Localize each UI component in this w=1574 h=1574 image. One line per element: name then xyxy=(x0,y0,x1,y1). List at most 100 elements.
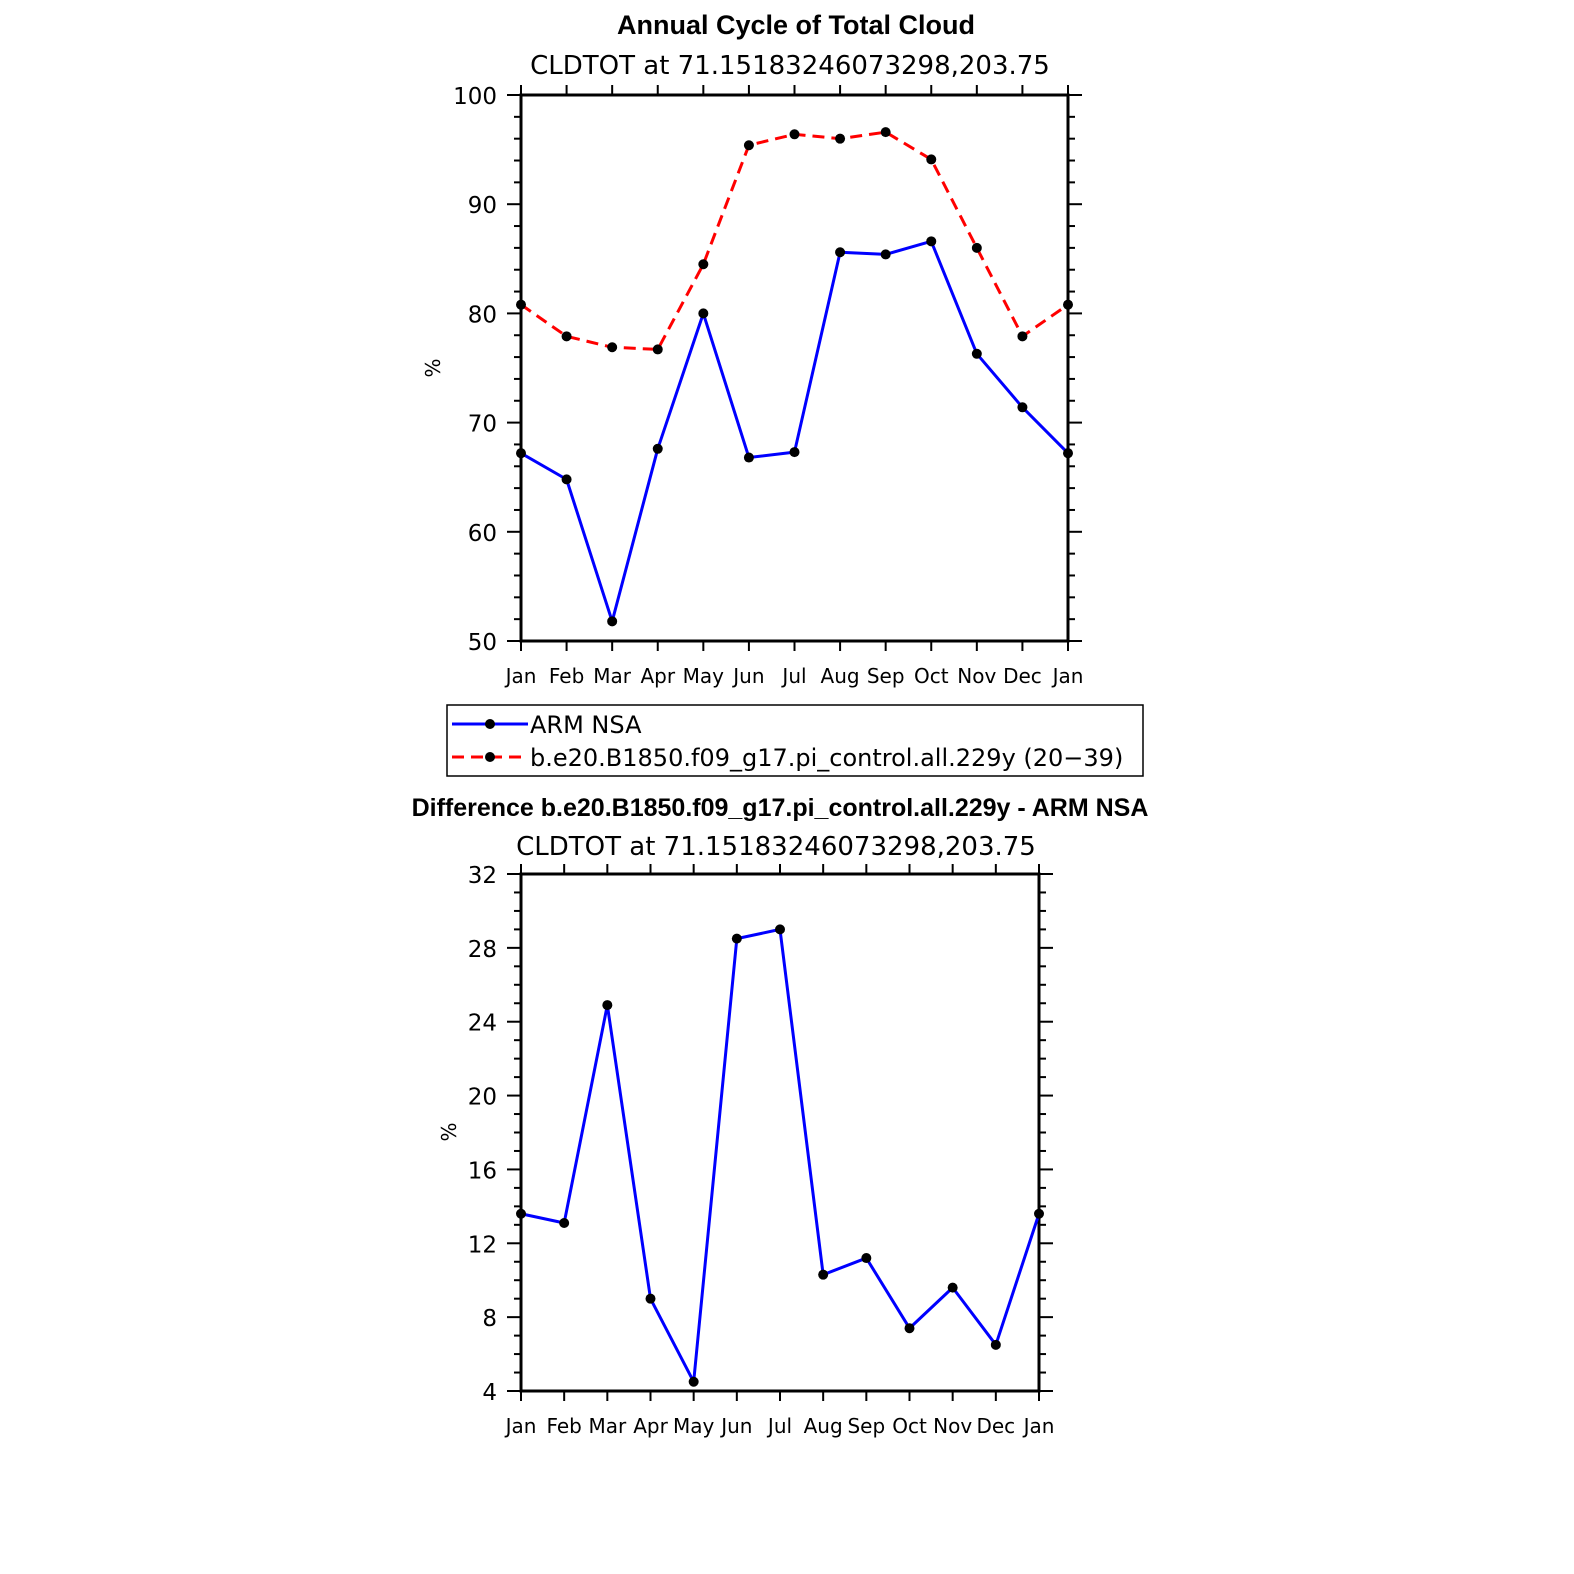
chart2-title: Difference b.e20.B1850.f09_g17.pi_contro… xyxy=(412,794,1149,822)
chart2-xtick-label: Dec xyxy=(976,1414,1015,1438)
chart1-xtick-label: Jan xyxy=(504,664,537,688)
chart1-xtick-label: Mar xyxy=(593,664,632,688)
annual-cycle-chart: Annual Cycle of Total Cloud CLDTOT at 71… xyxy=(421,10,1144,777)
chart1-series-1-point xyxy=(1017,331,1028,342)
chart1-series-0-point xyxy=(652,443,663,454)
chart2-ytick-label: 24 xyxy=(468,1011,497,1037)
chart1-xtick-label: Apr xyxy=(640,664,675,688)
chart1-series xyxy=(516,127,1073,627)
chart2-ytick-label: 8 xyxy=(482,1306,497,1332)
chart1-axes: Jan Feb Mar Apr May Jun Jul Aug Sep Oct Nov Dec Jan 5… xyxy=(453,84,1083,688)
chart1-series-1-point xyxy=(607,342,618,353)
chart1-series-0-point xyxy=(880,249,891,260)
chart2-xtick-label: Feb xyxy=(546,1414,581,1438)
chart1-ytick-label: 60 xyxy=(468,521,497,547)
chart2-xtick-label: Sep xyxy=(847,1414,885,1438)
chart1-ytick-label: 100 xyxy=(453,84,497,110)
chart1-series-0-point xyxy=(1063,448,1073,459)
chart2-series-0-point xyxy=(688,1376,699,1387)
chart2-xtick-label: Jan xyxy=(504,1414,537,1438)
chart2-series-0-point xyxy=(602,1000,613,1011)
chart2-series-0-point xyxy=(861,1253,872,1264)
chart1-xtick-label: Jul xyxy=(780,664,806,688)
chart1-series-0-point xyxy=(516,448,526,459)
chart1-series-1-point xyxy=(971,242,982,253)
chart2-series xyxy=(516,924,1044,1387)
chart1-series-0-point xyxy=(971,348,982,359)
chart2-xtick-label: Mar xyxy=(588,1414,627,1438)
chart2-xtick-label: Apr xyxy=(633,1414,668,1438)
chart1-xtick-label: Sep xyxy=(867,664,905,688)
chart1-series-0-point xyxy=(835,247,846,258)
chart1-series-1-point xyxy=(835,133,846,144)
chart1-series-0-point xyxy=(698,308,709,319)
chart1-series-1-point xyxy=(561,331,572,342)
chart2-series-0-point xyxy=(818,1269,829,1280)
chart2-xtick-label: Jul xyxy=(766,1414,792,1438)
chart1-xtick-label: Feb xyxy=(549,664,584,688)
chart2-series-0-point xyxy=(904,1323,915,1334)
chart2-series-0-point xyxy=(731,933,742,944)
chart1-series-1-point xyxy=(743,140,754,151)
chart1-series-0-point xyxy=(561,474,572,485)
chart2-series-0-point xyxy=(775,924,785,935)
chart2-xtick-label: Aug xyxy=(804,1414,843,1438)
chart1-series-1-point xyxy=(1063,299,1073,310)
chart1-ytick-label: 70 xyxy=(468,412,497,438)
chart1-title: Annual Cycle of Total Cloud xyxy=(617,10,975,40)
chart1-series-1-point xyxy=(652,344,663,355)
legend-label-arm-nsa: ARM NSA xyxy=(530,711,642,739)
chart2-xtick-label: Oct xyxy=(892,1414,927,1438)
chart1-series-1-point xyxy=(926,154,937,165)
chart1-ylabel: % xyxy=(421,358,445,377)
chart1-xtick-label: Jun xyxy=(731,664,764,688)
legend-box xyxy=(446,704,1144,777)
legend-marker-arm-nsa xyxy=(485,719,495,729)
chart2-ytick-label: 16 xyxy=(468,1158,497,1184)
chart1-subtitle: CLDTOT at 71.15183246073298,203.75 xyxy=(530,51,1050,81)
chart1-xtick-label: Nov xyxy=(957,664,996,688)
chart1-series-0-point xyxy=(743,452,754,463)
chart2-xtick-label: Nov xyxy=(933,1414,972,1438)
chart1-series-1-point xyxy=(789,129,800,140)
chart1-ytick-label: 80 xyxy=(468,302,497,328)
chart1-series-1-point xyxy=(880,127,891,138)
chart2-series-0-line xyxy=(520,927,1041,1384)
chart2-ytick-label: 12 xyxy=(468,1232,497,1258)
chart2-ytick-label: 4 xyxy=(482,1380,497,1406)
chart2-ytick-label: 28 xyxy=(468,937,497,963)
chart1-xtick-label: Jan xyxy=(1051,664,1084,688)
chart1-series-0-line xyxy=(520,239,1070,623)
chart1-series-0-point xyxy=(926,236,937,247)
chart2-subtitle: CLDTOT at 71.15183246073298,203.75 xyxy=(516,832,1036,862)
chart1-plot-frame xyxy=(519,93,1070,643)
chart2-series-0-point xyxy=(645,1293,656,1304)
chart1-series-1-point xyxy=(698,259,709,270)
chart1-ytick-label: 50 xyxy=(468,630,497,656)
chart1-series-0-point xyxy=(607,616,618,627)
chart2-series-0-point xyxy=(516,1208,526,1219)
chart2-xtick-label: Jan xyxy=(1022,1414,1055,1438)
difference-chart: Difference b.e20.B1850.f09_g17.pi_contro… xyxy=(412,794,1149,1438)
chart2-xtick-label: May xyxy=(673,1414,715,1438)
chart2-xtick-label: Jun xyxy=(719,1414,752,1438)
chart1-xtick-label: Oct xyxy=(914,664,949,688)
legend-label-model: b.e20.B1850.f09_g17.pi_control.all.229y … xyxy=(530,744,1123,772)
legend: ARM NSA b.e20.B1850.f09_g17.pi_control.a… xyxy=(446,704,1144,777)
chart1-series-1-point xyxy=(516,299,526,310)
chart2-plot-frame xyxy=(519,872,1041,1393)
chart2-ylabel: % xyxy=(437,1122,461,1141)
chart1-xtick-label: Aug xyxy=(821,664,860,688)
chart1-series-0-point xyxy=(1017,402,1028,413)
chart1-xtick-label: Dec xyxy=(1003,664,1042,688)
chart2-axes: Jan Feb Mar Apr May Jun Jul Aug Sep Oct Nov Dec Jan 4… xyxy=(468,863,1055,1438)
chart2-series-0-point xyxy=(559,1217,570,1228)
chart2-series-0-point xyxy=(1034,1208,1044,1219)
chart2-ytick-label: 20 xyxy=(468,1085,497,1111)
chart1-series-0-point xyxy=(789,447,800,458)
chart1-series-1-line xyxy=(520,130,1069,351)
chart2-ytick-label: 32 xyxy=(468,863,497,889)
legend-entry-arm-nsa: ARM NSA xyxy=(452,711,642,739)
chart1-xtick-label: May xyxy=(683,664,725,688)
